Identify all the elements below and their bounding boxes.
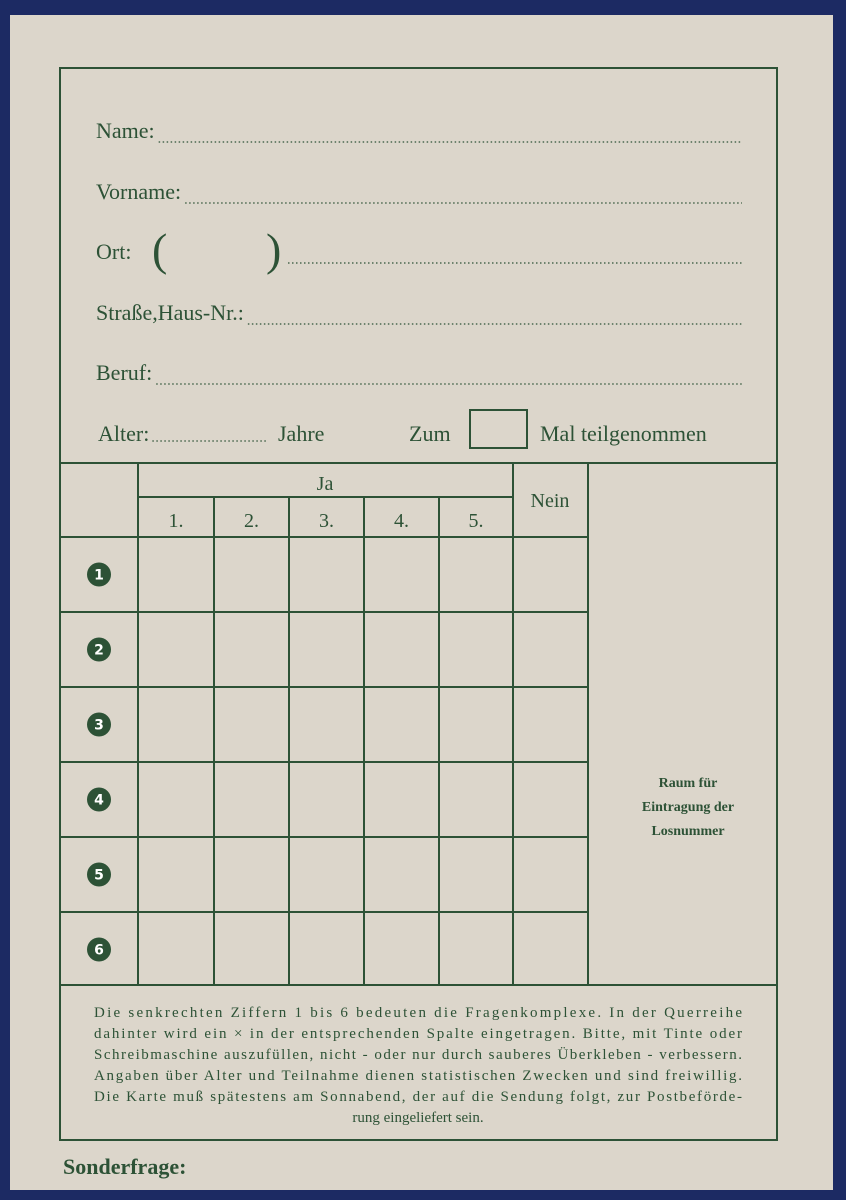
row-badge	[87, 787, 111, 812]
row-badge	[87, 562, 111, 587]
row-badge	[87, 712, 111, 737]
footer-text: Schreibmaschine auszufüllen, nicht - ode…	[94, 1046, 742, 1063]
form: Name: Vorname: Ort: () Straße,Haus-Nr.: Beruf…	[60, 118, 777, 1179]
count-box	[469, 409, 528, 449]
column-header: 3.	[319, 510, 334, 532]
row-number: 6	[94, 943, 104, 959]
row-badge	[87, 862, 111, 887]
column-header: 4.	[394, 510, 409, 532]
footer-text: rung eingeliefert sein.	[352, 1110, 483, 1126]
footer-text: dahinter wird ein × in der entsprechende…	[94, 1026, 742, 1042]
participated-label: Mal teilgenommen	[540, 421, 707, 446]
column-header: 5.	[469, 510, 484, 532]
row-number: 1	[94, 568, 104, 584]
side-note: Raum für	[659, 776, 718, 791]
side-note: Eintragung der	[642, 800, 734, 815]
bracket: (	[152, 224, 167, 275]
footer-text: Die Karte muß spätestens am Sonnabend, d…	[94, 1089, 742, 1105]
field-label: Ort:	[96, 239, 131, 264]
field-label: Straße,Haus-Nr.:	[96, 300, 244, 325]
side-note: Losnummer	[651, 824, 724, 839]
row-number: 4	[94, 793, 104, 809]
form-border	[59, 67, 778, 1141]
footer-text: Angaben über Alter und Teilnahme dienen …	[94, 1068, 742, 1084]
row-badge	[87, 937, 111, 962]
ja-header: Ja	[317, 473, 334, 495]
footer-text: Die senkrechten Ziffern 1 bis 6 bedeuten…	[94, 1005, 742, 1021]
card	[10, 15, 833, 1190]
column-header: 1.	[169, 510, 184, 532]
field-label: Name:	[96, 118, 155, 143]
column-header: 2.	[244, 510, 259, 532]
row-number: 3	[94, 718, 104, 734]
field-label: Beruf:	[96, 360, 152, 385]
nein-header: Nein	[531, 490, 570, 512]
special-question: Sonderfrage:	[63, 1154, 186, 1179]
times-label: Zum	[409, 421, 451, 446]
years-label: Jahre	[278, 421, 324, 446]
bracket: )	[266, 224, 281, 275]
row-number: 2	[94, 643, 104, 659]
row-badge	[87, 637, 111, 662]
age-label: Alter:	[98, 421, 149, 446]
field-label: Vorname:	[96, 179, 181, 204]
row-number: 5	[94, 868, 104, 884]
